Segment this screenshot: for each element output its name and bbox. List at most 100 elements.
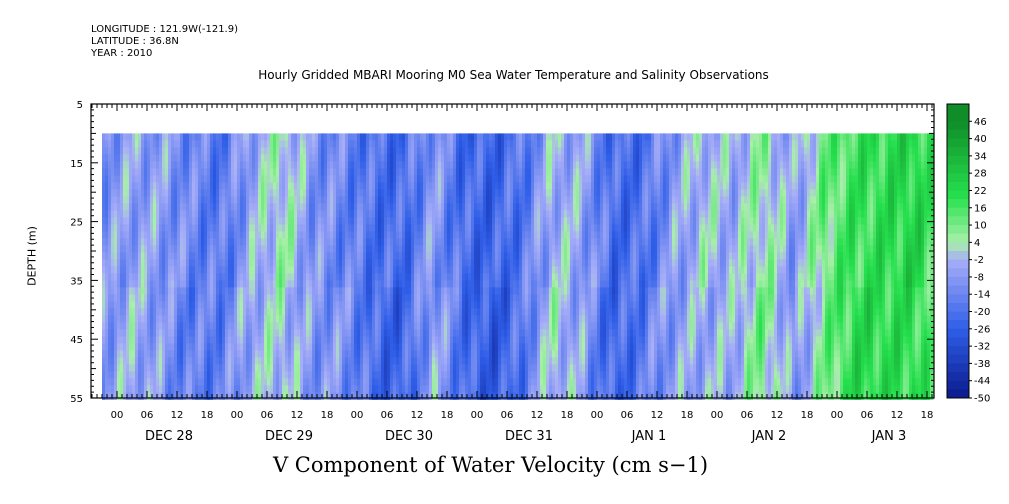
heatmap-cell xyxy=(252,231,256,239)
heatmap-cell xyxy=(219,217,223,225)
heatmap-cell xyxy=(444,350,448,358)
heatmap-cell xyxy=(297,371,301,379)
heatmap-cell xyxy=(255,203,259,211)
heatmap-cell xyxy=(129,357,133,365)
heatmap-cell xyxy=(387,378,391,386)
heatmap-cell xyxy=(471,350,475,358)
heatmap-cell xyxy=(333,378,337,386)
heatmap-cell xyxy=(345,245,349,253)
heatmap-cell xyxy=(264,168,268,176)
heatmap-cell xyxy=(357,392,361,400)
heatmap-cell xyxy=(429,231,433,239)
heatmap-cell xyxy=(324,210,328,218)
heatmap-cell xyxy=(483,357,487,365)
heatmap-cell xyxy=(408,266,412,274)
heatmap-cell xyxy=(282,343,286,351)
heatmap-cell xyxy=(216,210,220,218)
heatmap-cell xyxy=(441,196,445,204)
heatmap-cell xyxy=(435,280,439,288)
heatmap-cell xyxy=(327,252,331,260)
heatmap-cell xyxy=(354,238,358,246)
heatmap-cell xyxy=(384,259,388,267)
heatmap-cell xyxy=(336,280,340,288)
heatmap-cell xyxy=(378,238,382,246)
heatmap-cell xyxy=(363,371,367,379)
heatmap-cell xyxy=(129,315,133,323)
heatmap-cell xyxy=(474,343,478,351)
heatmap-cell xyxy=(483,294,487,302)
heatmap-cell xyxy=(486,224,490,232)
heatmap-cell xyxy=(129,161,133,169)
heatmap-cell xyxy=(336,308,340,316)
heatmap-cell xyxy=(126,161,130,169)
heatmap-cell xyxy=(360,217,364,225)
heatmap-cell xyxy=(333,189,337,197)
heatmap-cell xyxy=(486,259,490,267)
heatmap-cell xyxy=(456,294,460,302)
heatmap-cell xyxy=(258,385,262,393)
heatmap-cell xyxy=(273,154,277,162)
heatmap-cell xyxy=(264,301,268,309)
heatmap-cell xyxy=(354,154,358,162)
heatmap-cell xyxy=(231,364,235,372)
heatmap-cell xyxy=(321,196,325,204)
heatmap-cell xyxy=(360,161,364,169)
heatmap-cell xyxy=(444,210,448,218)
heatmap-cell xyxy=(210,301,214,309)
heatmap-cell xyxy=(321,203,325,211)
heatmap-cell xyxy=(210,217,214,225)
heatmap-cell xyxy=(342,364,346,372)
heatmap-cell xyxy=(258,259,262,267)
heatmap-cell xyxy=(123,336,127,344)
heatmap-cell xyxy=(378,357,382,365)
heatmap-cell xyxy=(111,189,115,197)
heatmap-cell xyxy=(228,245,232,253)
heatmap-cell xyxy=(225,210,229,218)
heatmap-cell xyxy=(390,315,394,323)
heatmap-cell xyxy=(354,364,358,372)
heatmap-cell xyxy=(459,182,463,190)
heatmap-cell xyxy=(309,371,313,379)
heatmap-cell xyxy=(141,343,145,351)
heatmap-cell xyxy=(270,329,274,337)
heatmap-cell xyxy=(213,364,217,372)
heatmap-cell xyxy=(198,238,202,246)
heatmap-cell xyxy=(261,392,265,400)
heatmap-cell xyxy=(420,266,424,274)
heatmap-cell xyxy=(357,210,361,218)
heatmap-cell xyxy=(150,210,154,218)
heatmap-cell xyxy=(393,350,397,358)
heatmap-cell xyxy=(402,252,406,260)
heatmap-cell xyxy=(465,371,469,379)
heatmap-cell xyxy=(369,140,373,148)
heatmap-cell xyxy=(207,385,211,393)
heatmap-cell xyxy=(372,133,376,141)
heatmap-cell xyxy=(189,217,193,225)
heatmap-cell xyxy=(456,266,460,274)
heatmap-cell xyxy=(375,343,379,351)
heatmap-cell xyxy=(432,371,436,379)
heatmap-cell xyxy=(378,273,382,281)
heatmap-cell xyxy=(153,343,157,351)
heatmap-cell xyxy=(459,140,463,148)
heatmap-cell xyxy=(204,308,208,316)
heatmap-cell xyxy=(348,196,352,204)
heatmap-cell xyxy=(174,329,178,337)
heatmap-cell xyxy=(480,357,484,365)
heatmap-cell xyxy=(462,182,466,190)
heatmap-cell xyxy=(231,343,235,351)
heatmap-cell xyxy=(465,238,469,246)
heatmap-cell xyxy=(240,210,244,218)
heatmap-cell xyxy=(249,231,253,239)
heatmap-cell xyxy=(165,203,169,211)
heatmap-cell xyxy=(372,336,376,344)
heatmap-cell xyxy=(282,294,286,302)
heatmap-cell xyxy=(405,336,409,344)
heatmap-cell xyxy=(270,301,274,309)
heatmap-cell xyxy=(474,357,478,365)
heatmap-cell xyxy=(159,280,163,288)
heatmap-cell xyxy=(123,252,127,260)
heatmap-cell xyxy=(108,350,112,358)
heatmap-cell xyxy=(261,315,265,323)
heatmap-cell xyxy=(123,210,127,218)
